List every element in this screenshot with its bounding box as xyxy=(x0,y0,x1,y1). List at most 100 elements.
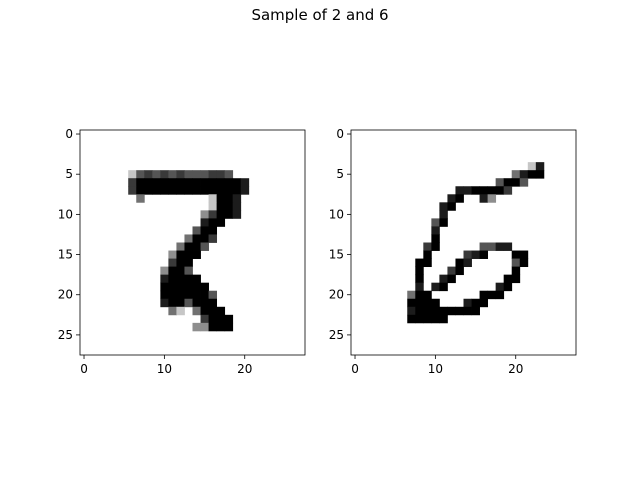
heatmap-cell xyxy=(431,234,440,243)
y-tick-label: 10 xyxy=(329,207,344,221)
heatmap-cell xyxy=(511,170,521,179)
heatmap-cell xyxy=(479,194,489,203)
heatmap-cell xyxy=(407,298,416,308)
heatmap-cell xyxy=(176,298,185,308)
y-tick-label: 15 xyxy=(329,248,344,262)
heatmap-cell xyxy=(224,314,234,324)
heatmap-cell xyxy=(423,314,432,324)
heatmap-cell xyxy=(184,178,193,187)
heatmap-cell xyxy=(144,170,153,179)
heatmap-cell xyxy=(184,258,193,268)
heatmap-cell xyxy=(224,322,234,332)
heatmap-cell xyxy=(208,234,218,243)
heatmap-cell xyxy=(208,218,218,227)
heatmap-cell xyxy=(439,306,448,316)
heatmap-cell xyxy=(527,162,537,171)
heatmap-cell xyxy=(415,314,424,324)
y-tick-label: 10 xyxy=(58,207,73,221)
heatmap-cell xyxy=(455,266,464,276)
heatmap-cell xyxy=(216,178,226,187)
heatmap-cell xyxy=(439,282,448,292)
heatmap-cell xyxy=(168,266,177,276)
y-tick-label: 0 xyxy=(336,127,344,141)
heatmap-cell xyxy=(184,170,193,179)
heatmap-cell xyxy=(216,194,226,203)
heatmap-cell xyxy=(447,306,456,316)
heatmap-cell xyxy=(224,210,234,219)
x-tick-label: 20 xyxy=(508,362,523,376)
heatmap-cell xyxy=(503,282,513,292)
heatmap-cell xyxy=(192,274,201,284)
heatmap-cell xyxy=(479,242,489,251)
heatmap-cell xyxy=(176,274,185,284)
heatmap-cell xyxy=(208,210,218,219)
heatmap-cell xyxy=(463,298,472,308)
y-tick-label: 0 xyxy=(65,127,73,141)
heatmap-cell xyxy=(176,282,185,292)
heatmap-cell xyxy=(152,178,161,187)
heatmap-cell xyxy=(415,306,424,316)
heatmap-cell xyxy=(423,306,432,316)
heatmap-cell xyxy=(232,194,242,203)
heatmap-cell xyxy=(208,298,218,308)
x-tick-label: 0 xyxy=(80,362,88,376)
heatmap-cell xyxy=(200,322,209,332)
heatmap-cell xyxy=(519,250,529,259)
heatmap-cell xyxy=(200,298,209,308)
heatmap-cell xyxy=(447,274,456,284)
x-tick-label: 0 xyxy=(351,362,359,376)
heatmap-cell xyxy=(176,170,185,179)
heatmap-cell xyxy=(192,306,201,316)
heatmap-cell xyxy=(184,234,193,243)
heatmap-cell xyxy=(208,290,218,300)
heatmap-cell xyxy=(168,274,177,284)
heatmap-cell xyxy=(200,306,209,316)
heatmap-cell xyxy=(471,250,480,259)
heatmap-cell xyxy=(487,186,497,195)
heatmap-cell xyxy=(200,186,209,195)
heatmap-cell xyxy=(423,298,432,308)
heatmap-cell xyxy=(503,186,513,195)
heatmap-cell xyxy=(200,170,209,179)
heatmap-cell xyxy=(415,298,424,308)
heatmap-cell xyxy=(128,170,137,179)
heatmap-cell xyxy=(216,170,226,179)
heatmap-cell xyxy=(176,250,185,259)
heatmap-cell xyxy=(160,274,169,284)
heatmap-cell xyxy=(192,250,201,259)
heatmap-cell xyxy=(224,170,234,179)
heatmap-cell xyxy=(439,202,448,211)
heatmap-cell xyxy=(184,282,193,292)
heatmap-cell xyxy=(200,210,209,219)
heatmap-cell xyxy=(519,178,529,187)
heatmap-cell xyxy=(439,218,448,227)
heatmap-cell xyxy=(479,250,489,259)
heatmap-cell xyxy=(128,178,137,187)
heatmap-cell xyxy=(431,282,440,292)
heatmap-cell xyxy=(224,194,234,203)
figure-title: Sample of 2 and 6 xyxy=(251,6,389,24)
x-tick-label: 10 xyxy=(428,362,443,376)
heatmap-cell xyxy=(176,242,185,251)
heatmap-cell xyxy=(200,234,209,243)
heatmap-cell xyxy=(144,186,153,195)
heatmap-cell xyxy=(176,258,185,268)
y-tick-label: 20 xyxy=(58,288,73,302)
heatmap-cell xyxy=(208,226,218,235)
heatmap-cell xyxy=(455,258,464,268)
heatmap-cell xyxy=(208,314,218,324)
heatmap-cell xyxy=(407,314,416,324)
heatmap-cell xyxy=(168,186,177,195)
heatmap-cell xyxy=(160,266,169,276)
heatmap-cell xyxy=(447,202,456,211)
heatmap-cell xyxy=(176,186,185,195)
heatmap-cell xyxy=(192,170,201,179)
heatmap-cell xyxy=(184,298,193,308)
heatmap-cell xyxy=(192,242,201,251)
heatmap-cell xyxy=(232,186,242,195)
heatmap-cell xyxy=(200,242,209,251)
heatmap-cell xyxy=(495,186,505,195)
heatmap-cell xyxy=(495,290,505,300)
heatmap-cell xyxy=(224,186,234,195)
